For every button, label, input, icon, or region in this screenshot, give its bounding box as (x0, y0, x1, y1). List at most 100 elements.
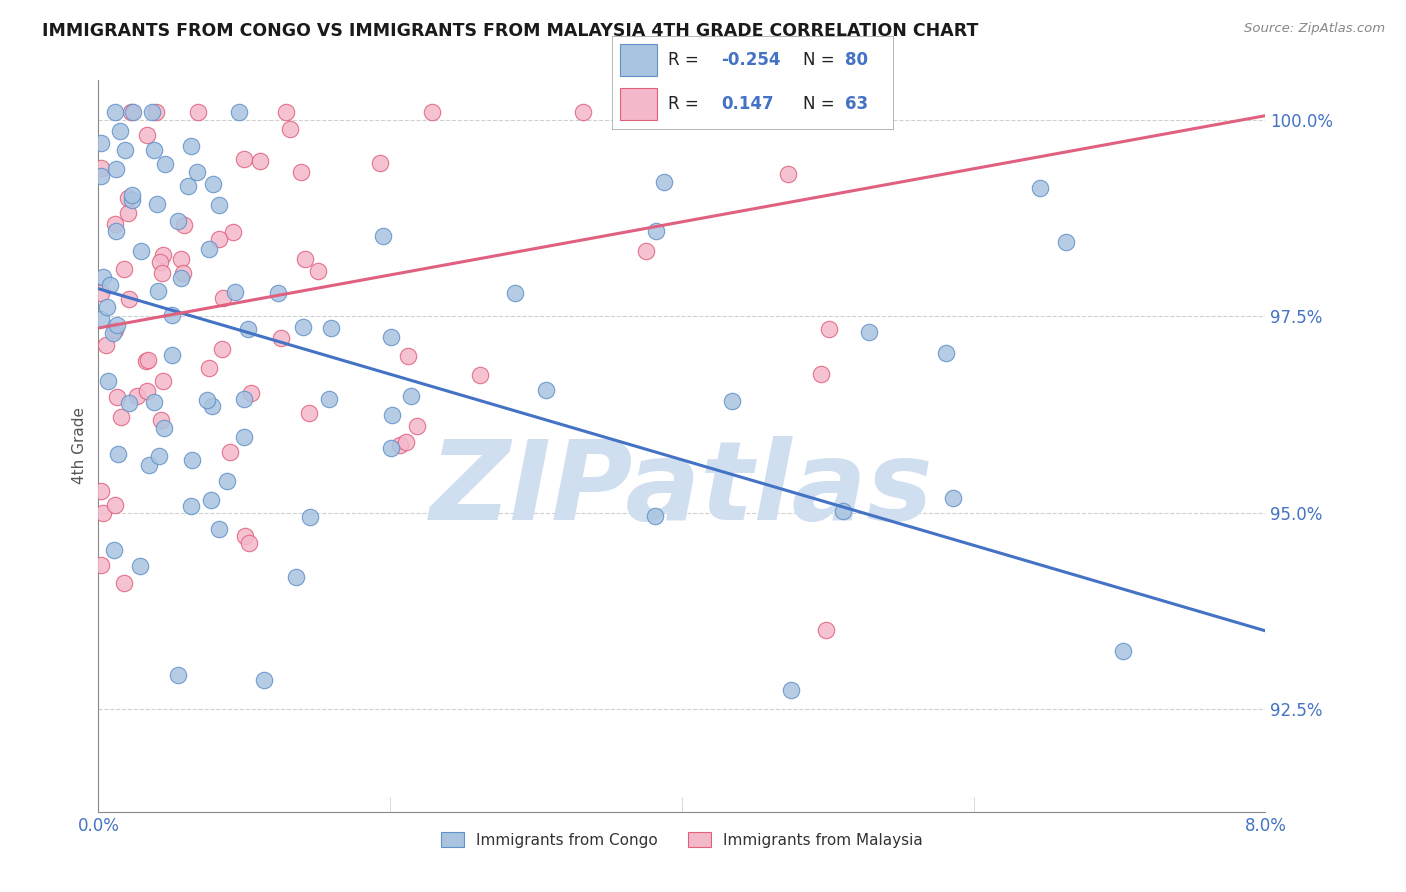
Point (198, 242, 221, 256)
Point (166, 213, 188, 227)
Point (644, 508, 666, 523)
Point (110, 409, 132, 424)
Point (572, 104, 595, 119)
Point (284, 570, 307, 584)
Point (142, 394, 165, 409)
Point (108, 124, 131, 138)
Point (148, 449, 170, 463)
Point (152, 375, 174, 389)
Point (208, 232, 231, 246)
Point (298, 406, 321, 420)
Point (118, 396, 141, 410)
Text: 63: 63 (845, 95, 868, 113)
Point (153, 421, 176, 435)
Point (94, 337, 117, 351)
Point (405, 419, 427, 434)
Point (91, 270, 114, 285)
Point (815, 623, 838, 637)
Point (122, 104, 145, 119)
Point (200, 492, 222, 507)
Point (91, 506, 114, 520)
Point (104, 323, 127, 337)
Point (136, 128, 159, 142)
Point (105, 161, 128, 176)
Point (195, 393, 218, 408)
Point (98, 278, 121, 293)
Point (118, 292, 141, 306)
Bar (620, 44, 657, 76)
Point (228, 104, 250, 119)
Point (149, 413, 172, 427)
Point (232, 392, 254, 406)
Point (211, 342, 233, 356)
Point (396, 349, 419, 363)
Point (150, 267, 173, 281)
Point (201, 400, 224, 414)
Y-axis label: 4th Grade: 4th Grade (72, 408, 87, 484)
Point (128, 559, 150, 574)
Point (90, 558, 112, 573)
Point (170, 252, 193, 266)
Text: -0.254: -0.254 (721, 51, 780, 69)
Point (292, 320, 315, 334)
Point (652, 175, 675, 189)
Point (1054, 235, 1077, 249)
Point (858, 325, 880, 339)
Point (319, 321, 342, 335)
Text: N =: N = (803, 51, 839, 69)
Point (818, 321, 841, 335)
Point (810, 367, 832, 381)
Point (101, 326, 124, 340)
Point (114, 143, 136, 157)
Point (187, 104, 209, 119)
Point (198, 360, 221, 375)
Point (208, 198, 231, 212)
Point (536, 383, 558, 397)
Point (121, 193, 143, 207)
Point (236, 321, 259, 335)
Text: R =: R = (668, 51, 704, 69)
Point (105, 318, 128, 332)
Point (120, 104, 142, 119)
Point (468, 368, 491, 383)
Point (1028, 181, 1050, 195)
Point (135, 353, 157, 368)
Point (90, 286, 112, 301)
Point (90, 483, 112, 498)
Point (141, 104, 163, 119)
Point (222, 225, 245, 239)
Point (90, 136, 112, 151)
Point (290, 164, 312, 178)
Text: N =: N = (803, 95, 839, 113)
Text: IMMIGRANTS FROM CONGO VS IMMIGRANTS FROM MALAYSIA 4TH GRADE CORRELATION CHART: IMMIGRANTS FROM CONGO VS IMMIGRANTS FROM… (42, 22, 979, 40)
Point (388, 438, 411, 452)
Point (149, 254, 172, 268)
Point (152, 248, 174, 262)
Point (395, 434, 418, 449)
Point (249, 154, 271, 169)
Point (935, 345, 957, 359)
Point (104, 224, 127, 238)
Point (170, 271, 193, 285)
Point (103, 542, 125, 557)
Point (380, 441, 402, 455)
Text: Source: ZipAtlas.com: Source: ZipAtlas.com (1244, 22, 1385, 36)
Text: R =: R = (668, 95, 704, 113)
Text: 80: 80 (845, 51, 868, 69)
Point (307, 263, 329, 277)
Point (146, 197, 169, 211)
Point (299, 509, 322, 524)
Point (294, 252, 316, 267)
Point (181, 452, 204, 467)
Point (138, 458, 160, 472)
Point (96, 301, 118, 315)
Point (381, 408, 404, 422)
Legend: Immigrants from Congo, Immigrants from Malaysia: Immigrants from Congo, Immigrants from M… (433, 824, 931, 855)
Point (832, 504, 855, 518)
Point (153, 157, 176, 171)
Point (146, 284, 169, 298)
Point (112, 576, 135, 591)
Point (180, 138, 202, 153)
Point (117, 191, 139, 205)
Point (238, 536, 260, 550)
